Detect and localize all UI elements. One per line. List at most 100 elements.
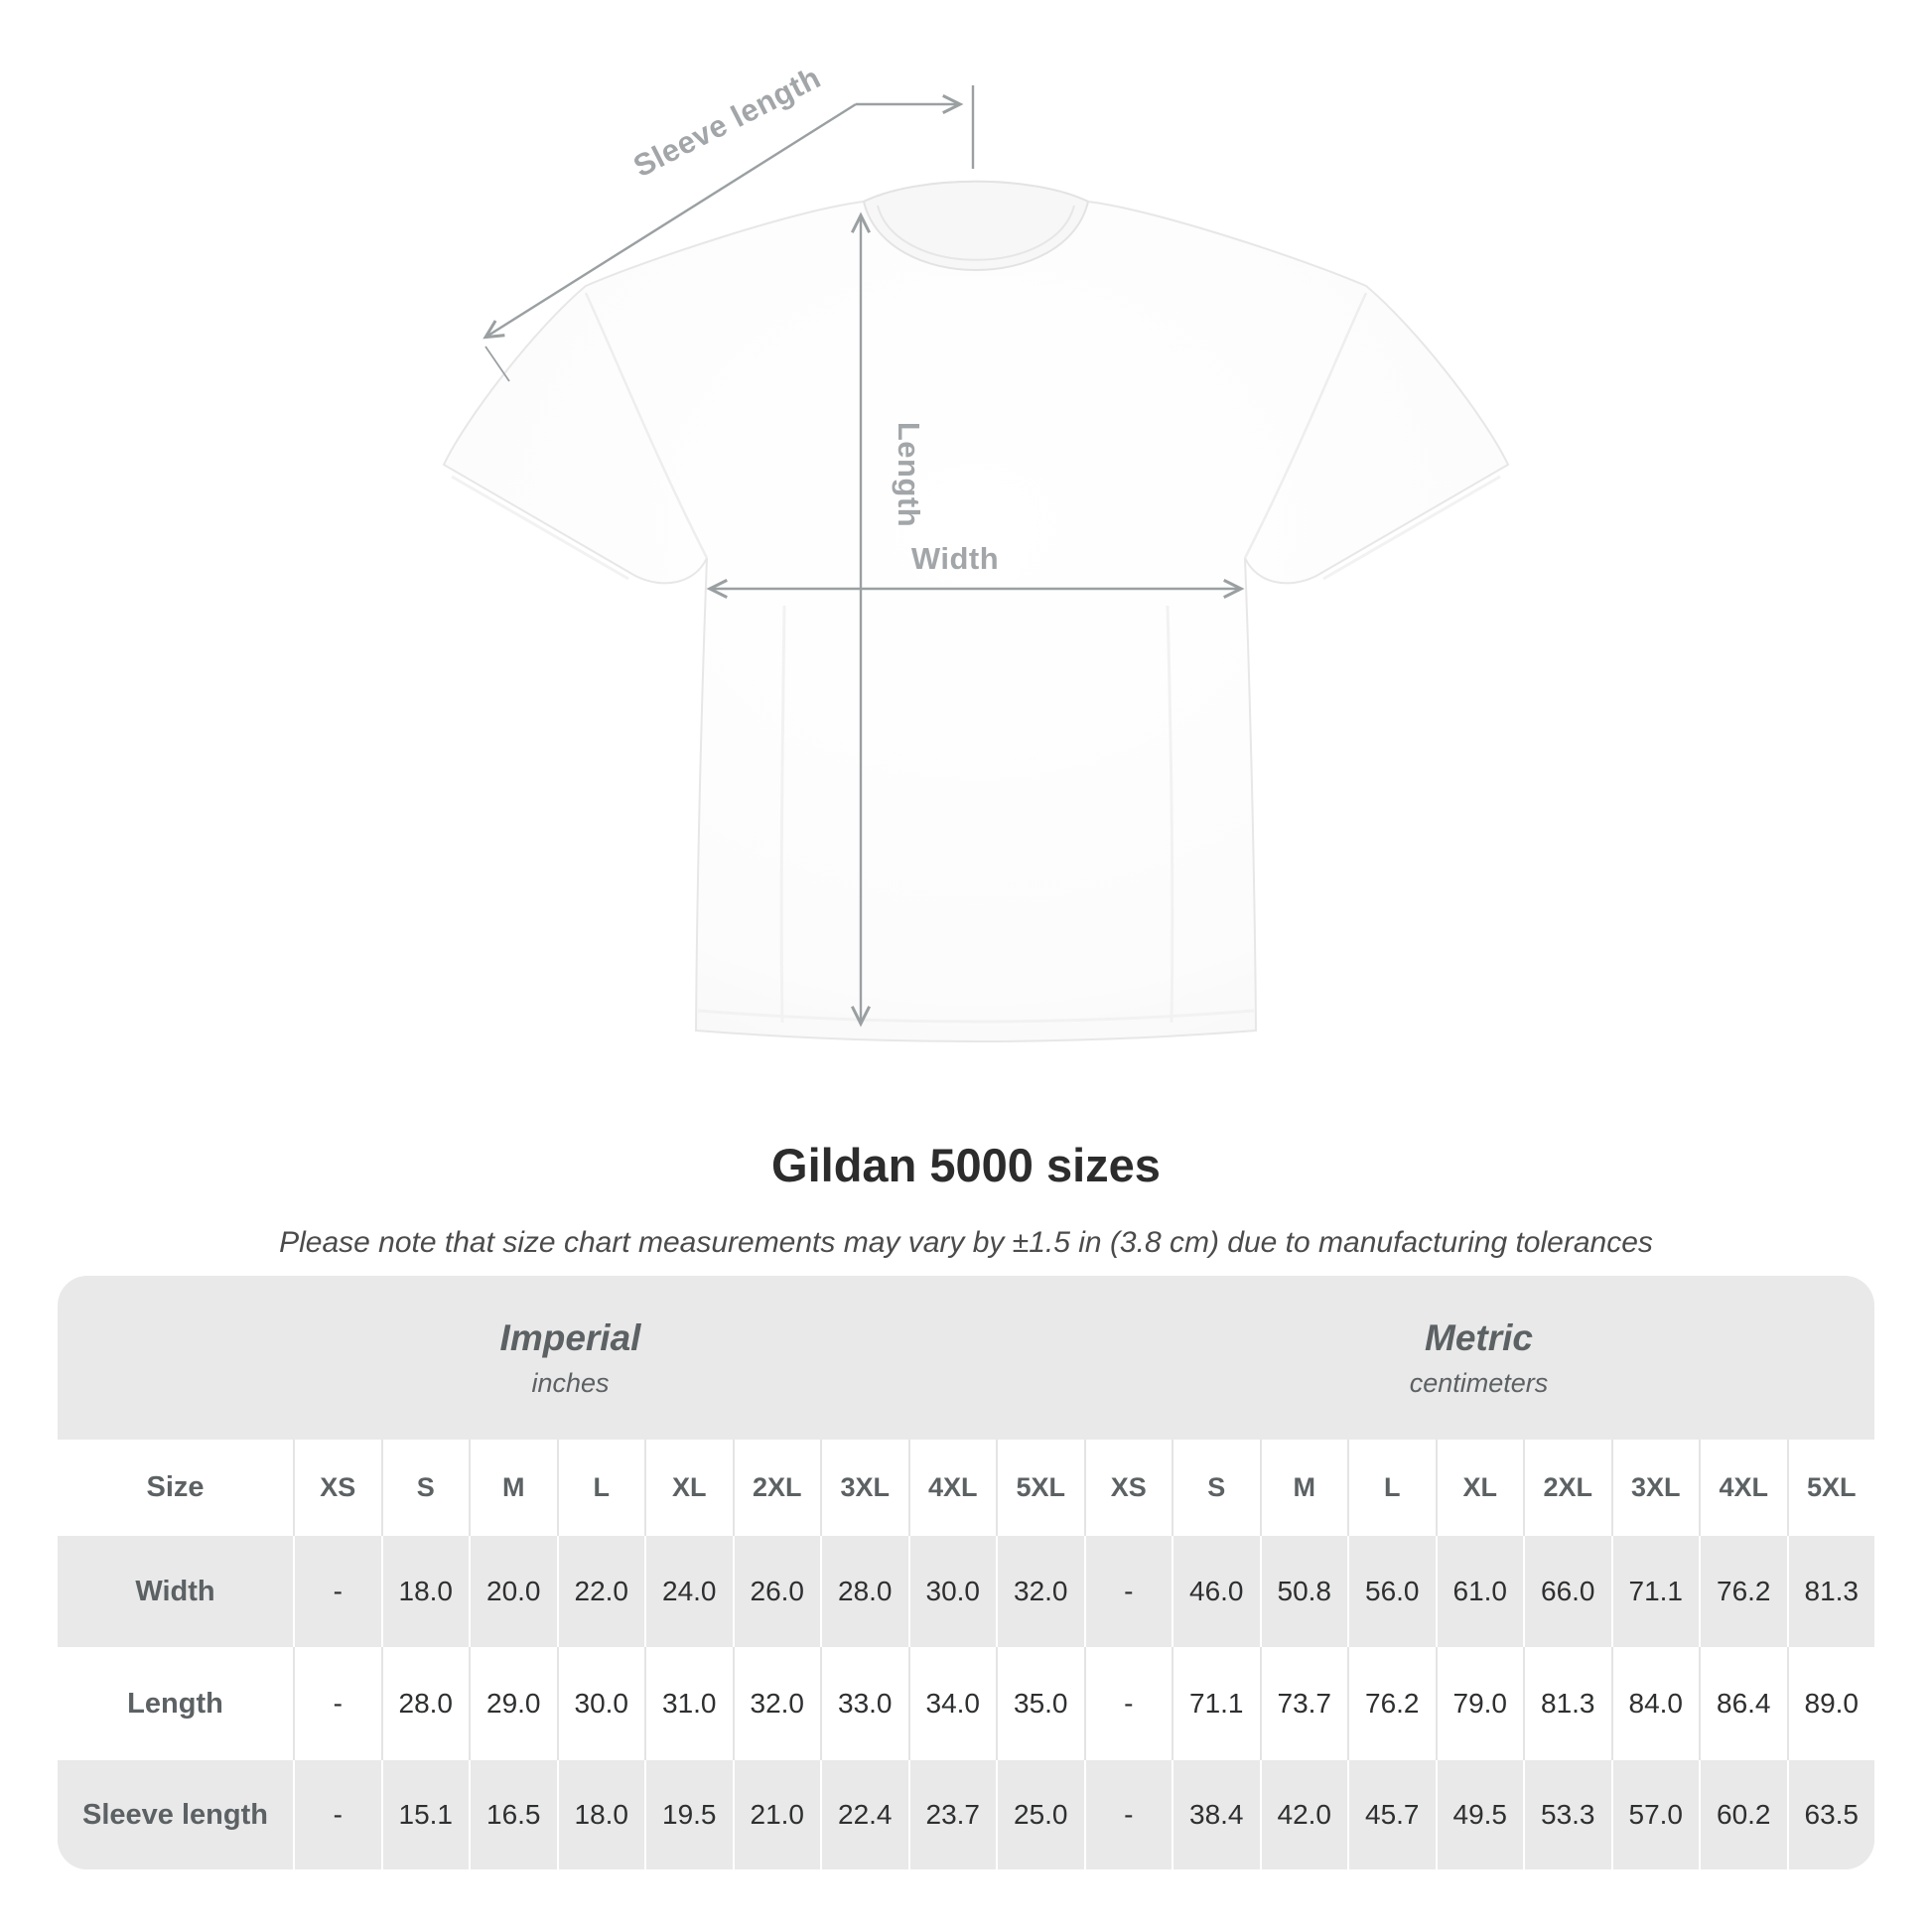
imperial-group-header: Imperial inches [58, 1276, 1083, 1440]
value-cell: 22.0 [556, 1536, 645, 1647]
value-cell: 26.0 [732, 1536, 821, 1647]
value-cell: 18.0 [556, 1760, 645, 1869]
row-label: Width [135, 1575, 215, 1607]
size-header-cell: Size [146, 1471, 205, 1503]
value-cell: 50.8 [1259, 1536, 1348, 1647]
left-sleeve-seam [584, 292, 709, 559]
value-cell: 31.0 [644, 1647, 733, 1760]
size-column-header: XL [644, 1440, 733, 1536]
value-cell: - [293, 1536, 381, 1647]
size-column-header: XL [1435, 1440, 1524, 1536]
value-cell: 79.0 [1435, 1647, 1524, 1760]
right-sleeve-seam [1243, 292, 1368, 559]
value-cell: 61.0 [1435, 1536, 1524, 1647]
value-cell: 53.3 [1523, 1760, 1611, 1869]
value-cell: 73.7 [1259, 1647, 1348, 1760]
value-cell: 32.0 [732, 1647, 821, 1760]
table-row: Sleeve length -15.1 16.5 18.0 19.5 21.0 22.4 23… [58, 1760, 1874, 1869]
value-cell: 16.5 [469, 1760, 557, 1869]
size-column-header: XS [293, 1440, 381, 1536]
sleeve-length-label: Sleeve length [627, 60, 826, 184]
value-cell: 33.0 [820, 1647, 908, 1760]
metric-unit: centimeters [1409, 1367, 1549, 1398]
value-cell: 84.0 [1610, 1647, 1700, 1760]
collar [862, 180, 1090, 271]
value-cell: 18.0 [380, 1536, 470, 1647]
value-cell: 63.5 [1786, 1760, 1875, 1869]
size-column-header: L [556, 1440, 645, 1536]
value-cell: 89.0 [1786, 1647, 1875, 1760]
value-cell: 30.0 [907, 1536, 997, 1647]
size-column-header: S [380, 1440, 470, 1536]
page-title: Gildan 5000 sizes [771, 1139, 1161, 1191]
size-column-header: 4XL [907, 1440, 997, 1536]
row-label: Sleeve length [82, 1798, 268, 1831]
sleeve-edge-extension [484, 345, 510, 382]
value-cell: 25.0 [996, 1760, 1084, 1869]
value-cell: 71.1 [1610, 1536, 1700, 1647]
value-cell: 76.2 [1347, 1647, 1436, 1760]
size-column-header: 2XL [732, 1440, 821, 1536]
value-cell: 21.0 [732, 1760, 821, 1869]
value-cell: 86.4 [1699, 1647, 1787, 1760]
size-column-header: 5XL [996, 1440, 1084, 1536]
value-cell: 46.0 [1172, 1536, 1260, 1647]
value-cell: 32.0 [996, 1536, 1084, 1647]
metric-label: Metric [1425, 1316, 1533, 1358]
size-column-header: S [1172, 1440, 1260, 1536]
value-cell: - [1083, 1760, 1173, 1869]
value-cell: 35.0 [996, 1647, 1084, 1760]
value-cell: 57.0 [1610, 1760, 1700, 1869]
value-cell: 28.0 [820, 1536, 908, 1647]
length-label: Length [892, 422, 926, 527]
value-cell: - [293, 1647, 381, 1760]
size-column-header: L [1347, 1440, 1436, 1536]
value-cell: 20.0 [469, 1536, 557, 1647]
size-column-header: 3XL [820, 1440, 908, 1536]
size-column-header: M [1259, 1440, 1348, 1536]
value-cell: 71.1 [1172, 1647, 1260, 1760]
value-cell: - [293, 1760, 381, 1869]
width-annotation: Width [706, 541, 1245, 600]
value-cell: 29.0 [469, 1647, 557, 1760]
size-column-header: M [469, 1440, 557, 1536]
value-cell: 23.7 [907, 1760, 997, 1869]
value-cell: 81.3 [1523, 1647, 1611, 1760]
width-label: Width [911, 541, 999, 576]
value-cell: 56.0 [1347, 1536, 1436, 1647]
value-cell: 28.0 [380, 1647, 470, 1760]
length-annotation: Length [850, 211, 926, 1028]
tshirt-measurement-diagram: Sleeve length Length Width [442, 60, 1510, 1042]
row-label: Length [127, 1687, 223, 1720]
size-column-header: 2XL [1523, 1440, 1611, 1536]
value-cell: 24.0 [644, 1536, 733, 1647]
value-cell: 66.0 [1523, 1536, 1611, 1647]
value-cell: 49.5 [1435, 1760, 1524, 1869]
value-cell: 45.7 [1347, 1760, 1436, 1869]
table-row: Length -28.0 29.0 30.0 31.0 32.0 33.0 34.0 35.0-… [58, 1647, 1874, 1760]
value-cell: 15.1 [380, 1760, 470, 1869]
imperial-unit: inches [531, 1367, 610, 1398]
size-column-header: 5XL [1786, 1440, 1875, 1536]
value-cell: 30.0 [556, 1647, 645, 1760]
value-cell: 22.4 [820, 1760, 908, 1869]
measurement-rows: Width -18.0 20.0 22.0 24.0 26.0 28.0 30.0 32.0-4… [58, 1536, 1874, 1869]
value-cell: 38.4 [1172, 1760, 1260, 1869]
value-cell: 19.5 [644, 1760, 733, 1869]
imperial-label: Imperial [499, 1316, 641, 1358]
value-cell: - [1083, 1647, 1173, 1760]
size-table: Imperial inches Metric centimeters Size … [58, 1276, 1874, 1869]
sleeve-length-diagonal-arrow [483, 102, 857, 340]
value-cell: 81.3 [1786, 1536, 1875, 1647]
value-cell: 60.2 [1699, 1760, 1787, 1869]
value-cell: 42.0 [1259, 1760, 1348, 1869]
unit-group-row: Imperial inches Metric centimeters [58, 1276, 1874, 1440]
table-row: Width -18.0 20.0 22.0 24.0 26.0 28.0 30.0 32.0-4… [58, 1536, 1874, 1647]
size-header-row: Size XS S M L XL 2XL 3XL 4XL 5XL XS S M L XL 2XL 3XL 4XL… [58, 1440, 1874, 1536]
tolerance-note: Please note that size chart measurements… [279, 1226, 1653, 1259]
size-column-header: 3XL [1610, 1440, 1700, 1536]
value-cell: 76.2 [1699, 1536, 1787, 1647]
metric-group-header: Metric centimeters [1083, 1276, 1874, 1440]
tshirt-illustration [442, 180, 1510, 1042]
